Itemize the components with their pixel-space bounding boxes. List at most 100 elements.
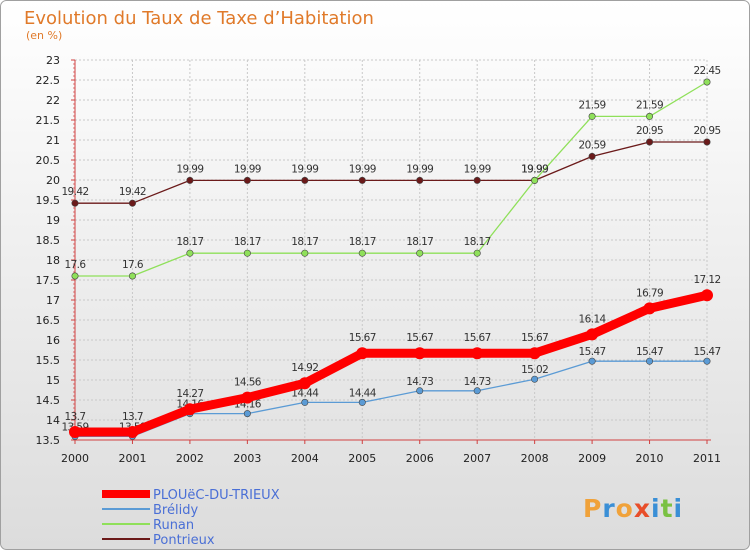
data-point — [586, 328, 599, 341]
data-label: 18.17 — [291, 236, 318, 248]
data-point — [531, 176, 539, 184]
y-tick-label: 13.5 — [36, 434, 61, 447]
data-label: 15.47 — [693, 346, 720, 358]
data-point — [358, 176, 366, 184]
data-point — [243, 249, 251, 257]
data-label: 19.99 — [406, 163, 433, 175]
data-point — [588, 357, 596, 365]
data-label: 17.6 — [122, 259, 144, 271]
data-label: 19.99 — [464, 163, 491, 175]
chart-subtitle: (en %) — [26, 29, 62, 42]
data-point — [588, 152, 596, 160]
y-tick-label: 16 — [46, 334, 60, 347]
y-tick-label: 14 — [46, 414, 60, 427]
data-point — [126, 426, 139, 438]
data-label: 18.17 — [464, 236, 491, 248]
data-point — [71, 272, 79, 280]
data-label: 13.7 — [122, 411, 143, 423]
data-label: 15.47 — [579, 346, 606, 358]
data-label: 16.14 — [579, 313, 607, 325]
data-point — [413, 347, 426, 360]
data-label: 20.95 — [636, 125, 663, 137]
chart-title: Evolution du Taux de Taxe d’Habitation — [24, 8, 374, 29]
y-tick-label: 18 — [46, 254, 60, 267]
series-line — [75, 141, 707, 204]
data-point — [301, 249, 309, 257]
data-point — [416, 249, 424, 257]
data-label: 14.44 — [291, 387, 319, 399]
data-point — [588, 112, 596, 120]
axes: 13.5 14 14.5 15 15.5 16 16.5 17 17.5 18 18.5 19 19.5… — [36, 54, 722, 465]
data-label: 20.59 — [579, 139, 606, 151]
data-label: 21.59 — [579, 99, 606, 111]
x-tick-label: 2006 — [406, 452, 434, 465]
y-tick-label: 22.5 — [36, 74, 61, 87]
data-label: 22.45 — [693, 65, 720, 77]
series-line — [75, 290, 709, 437]
series-2: 17.6 17.6 18.17 18.17 18.17 18.17 18.17 18.17 19… — [65, 65, 721, 280]
data-label: 14.73 — [406, 376, 433, 388]
data-point — [358, 249, 366, 257]
y-tick-label: 15 — [46, 374, 60, 387]
x-tick-label: 2009 — [578, 452, 606, 465]
data-point — [298, 377, 311, 390]
data-point — [416, 176, 424, 184]
data-point — [358, 398, 366, 406]
data-point — [243, 410, 251, 418]
data-label: 15.02 — [521, 364, 548, 376]
data-label: 18.17 — [349, 236, 376, 248]
data-point — [356, 347, 369, 360]
data-point — [301, 176, 309, 184]
data-point — [243, 176, 251, 184]
x-tick-label: 2010 — [636, 452, 664, 465]
data-point — [528, 347, 541, 360]
data-point — [646, 112, 654, 120]
data-label: 19.99 — [291, 163, 318, 175]
y-tick-label: 22 — [46, 94, 60, 107]
data-point — [186, 249, 194, 257]
data-point — [701, 289, 713, 302]
data-point — [183, 403, 196, 416]
data-point — [471, 347, 484, 360]
data-point — [128, 199, 136, 207]
data-label: 15.47 — [636, 346, 663, 358]
y-tick-label: 19.5 — [36, 194, 61, 207]
data-point — [128, 272, 136, 280]
data-label: 14.73 — [464, 376, 491, 388]
data-label: 21.59 — [636, 99, 663, 111]
data-label: 14.44 — [349, 387, 377, 399]
data-point — [703, 78, 711, 86]
data-label: 19.99 — [521, 163, 548, 175]
y-tick-label: 17 — [46, 294, 60, 307]
y-tick-label: 18.5 — [36, 234, 61, 247]
data-point — [69, 426, 81, 438]
y-tick-label: 16.5 — [36, 314, 61, 327]
data-label: 19.99 — [349, 163, 376, 175]
x-tick-label: 2008 — [521, 452, 549, 465]
legend-label: Brélidy — [153, 503, 198, 518]
data-label: 19.99 — [234, 163, 261, 175]
data-point — [241, 391, 254, 404]
data-label: 18.17 — [406, 236, 433, 248]
y-tick-label: 15.5 — [36, 354, 61, 367]
x-tick-label: 2002 — [176, 452, 204, 465]
data-point — [71, 199, 79, 207]
data-label: 14.56 — [234, 377, 262, 389]
x-tick-label: 2003 — [233, 452, 261, 465]
data-label: 19.42 — [61, 186, 88, 198]
series-3: 19.42 19.42 19.99 19.99 19.99 19.99 19.99 19.99… — [61, 125, 721, 207]
data-label: 20.95 — [693, 125, 720, 137]
data-point — [646, 357, 654, 365]
data-point — [643, 302, 656, 315]
y-tick-label: 21.5 — [36, 114, 61, 127]
data-point — [416, 387, 424, 395]
data-point — [703, 357, 711, 365]
y-tick-label: 23 — [46, 54, 60, 67]
data-label: 16.79 — [636, 287, 663, 299]
x-tick-label: 2007 — [463, 452, 491, 465]
x-tick-label: 2000 — [61, 452, 89, 465]
y-tick-label: 21 — [46, 134, 60, 147]
series-layer: 19.42 19.42 19.99 19.99 19.99 19.99 19.99 19.99… — [61, 65, 721, 440]
